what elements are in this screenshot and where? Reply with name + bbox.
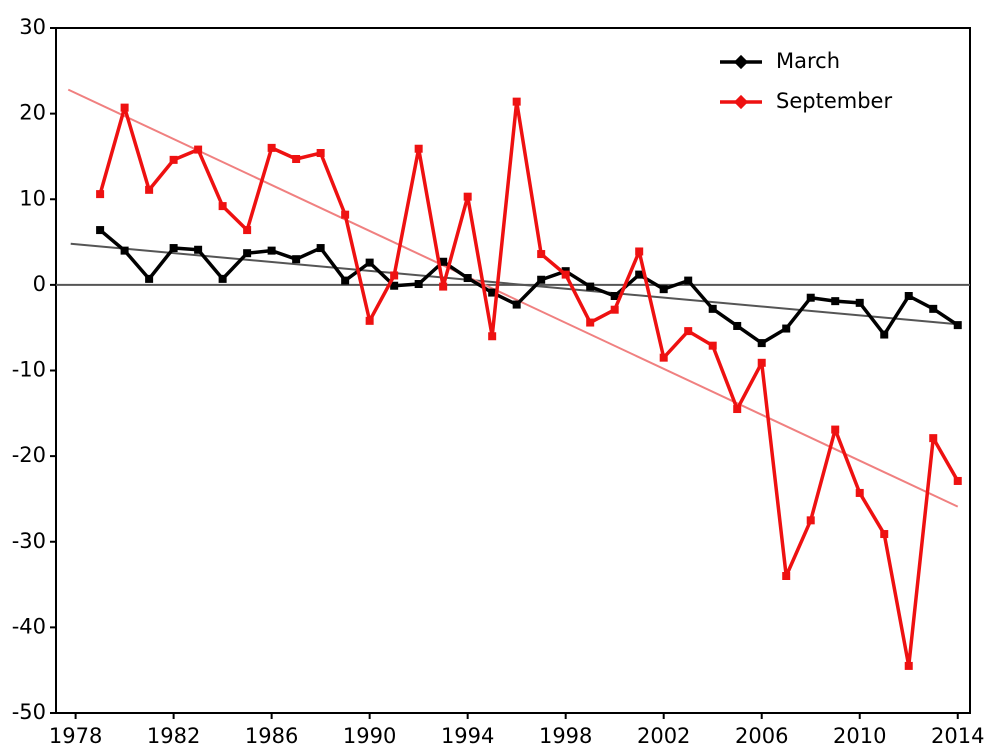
x-tick-label: 1994 — [441, 724, 494, 748]
marker — [316, 244, 325, 253]
marker — [365, 258, 374, 267]
marker — [341, 276, 350, 285]
marker — [684, 327, 693, 336]
marker — [929, 434, 938, 443]
marker — [659, 353, 668, 362]
marker — [782, 572, 791, 580]
marker — [316, 149, 325, 158]
marker — [733, 321, 742, 330]
legend-label: March — [776, 49, 840, 73]
marker — [390, 271, 399, 280]
trend-line — [67, 88, 959, 508]
y-tick-label: -10 — [12, 358, 46, 382]
marker — [414, 144, 423, 153]
x-tick-label: 1982 — [147, 724, 200, 748]
marker — [439, 257, 448, 266]
legend-label: September — [776, 89, 892, 113]
trend-line — [70, 242, 958, 326]
marker — [341, 210, 350, 219]
marker — [635, 270, 644, 279]
marker — [904, 292, 913, 301]
y-tick-label: 10 — [19, 186, 46, 210]
legend-marker — [733, 94, 749, 110]
marker — [684, 276, 693, 285]
y-tick-label: 30 — [19, 15, 46, 39]
marker — [120, 103, 129, 112]
marker — [292, 155, 301, 164]
marker — [218, 202, 227, 211]
marker — [806, 293, 815, 302]
marker — [880, 530, 889, 539]
marker — [953, 476, 962, 485]
marker — [120, 246, 129, 255]
marker — [757, 358, 766, 367]
marker — [96, 226, 105, 235]
marker — [659, 285, 668, 294]
marker — [586, 318, 595, 327]
marker — [855, 488, 864, 497]
marker — [610, 292, 619, 301]
marker — [880, 330, 889, 339]
marker — [733, 405, 742, 414]
marker — [708, 341, 717, 350]
marker — [561, 270, 570, 279]
legend-marker — [733, 54, 749, 70]
marker — [782, 324, 791, 333]
marker — [610, 305, 619, 314]
marker — [708, 304, 717, 313]
marker — [757, 339, 766, 348]
y-tick-label: 0 — [33, 272, 46, 296]
marker — [390, 281, 399, 290]
marker — [243, 226, 252, 235]
marker — [292, 255, 301, 264]
marker — [267, 143, 276, 152]
y-tick-label: -50 — [12, 700, 46, 724]
marker — [218, 274, 227, 283]
marker — [463, 192, 472, 201]
y-tick-label: -20 — [12, 443, 46, 467]
marker — [512, 97, 521, 106]
marker — [831, 425, 840, 434]
x-tick-label: 2006 — [735, 724, 788, 748]
marker — [855, 298, 864, 307]
marker — [365, 316, 374, 325]
x-tick-label: 2014 — [931, 724, 984, 748]
marker — [96, 190, 105, 199]
marker — [267, 246, 276, 255]
marker — [194, 145, 203, 154]
x-tick-label: 2002 — [637, 724, 690, 748]
marker — [169, 155, 178, 164]
marker — [169, 244, 178, 253]
marker — [953, 321, 962, 330]
marker — [806, 516, 815, 525]
marker — [194, 245, 203, 254]
marker — [929, 304, 938, 313]
x-tick-label: 1978 — [49, 724, 102, 748]
x-tick-label: 2010 — [833, 724, 886, 748]
marker — [831, 297, 840, 306]
marker — [904, 661, 913, 670]
marker — [537, 275, 546, 284]
y-tick-label: -40 — [12, 614, 46, 638]
y-tick-label: 20 — [19, 101, 46, 125]
x-tick-label: 1986 — [245, 724, 298, 748]
marker — [414, 280, 423, 289]
series-line — [98, 99, 960, 668]
marker — [488, 332, 497, 341]
marker — [243, 249, 252, 258]
x-tick-label: 1998 — [539, 724, 592, 748]
marker — [512, 300, 521, 309]
marker — [488, 288, 497, 297]
marker — [145, 185, 154, 194]
x-tick-label: 1990 — [343, 724, 396, 748]
marker — [463, 274, 472, 283]
y-tick-label: -30 — [12, 529, 46, 553]
series-line — [98, 228, 959, 345]
marker — [439, 282, 448, 291]
marker — [145, 274, 154, 283]
marker — [586, 282, 595, 291]
marker — [537, 250, 546, 259]
marker — [635, 247, 644, 256]
